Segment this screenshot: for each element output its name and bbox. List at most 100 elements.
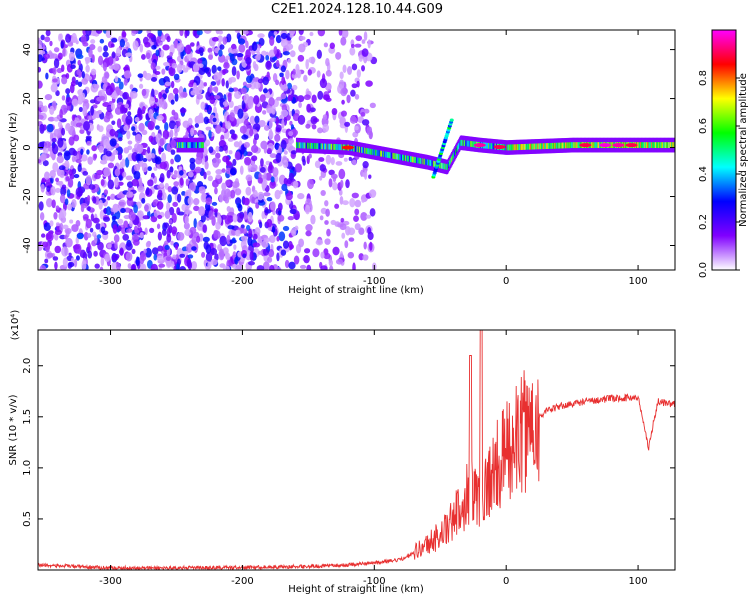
spectrogram-cell	[252, 61, 257, 69]
spectrogram-cell	[526, 143, 528, 150]
spectrogram-cell	[541, 143, 543, 150]
spectrogram-cell	[57, 121, 63, 128]
spectrogram-cell	[290, 150, 297, 155]
spectrogram-cell	[556, 142, 558, 149]
spectrogram-cell	[671, 142, 673, 149]
spectrogram-cell	[322, 114, 328, 120]
spectrogram-cell	[533, 143, 535, 150]
spectrogram-cell	[275, 152, 282, 163]
spectrogram-cell	[445, 163, 447, 170]
spectrogram-cell	[142, 215, 150, 220]
x-tick-label: 100	[629, 576, 648, 587]
spectrogram-cell	[270, 201, 276, 211]
spectrogram-cell	[170, 158, 174, 165]
spectrogram-cell	[311, 94, 317, 104]
spectrogram-cell	[228, 150, 233, 155]
spectrogram-cell	[123, 220, 129, 230]
spectrogram-cell	[44, 94, 53, 101]
spectrogram-cell	[158, 91, 163, 99]
spectrogram-cell	[243, 93, 250, 104]
spectrogram-cell	[198, 206, 206, 217]
spectrogram-cell	[196, 235, 201, 244]
spectrogram-cell	[579, 143, 592, 148]
spectrogram-cell	[314, 143, 317, 149]
spectrogram-cell	[148, 135, 154, 143]
y-tick-label: 0.5	[22, 511, 33, 527]
spectrogram-cell	[410, 156, 412, 163]
spectrogram-cell	[176, 42, 185, 53]
spectrogram-cell	[339, 71, 344, 80]
spectrogram-cell	[521, 144, 523, 150]
spectrogram-cell	[211, 216, 216, 226]
spectrogram-cell	[91, 145, 97, 152]
spectrogram-cell	[46, 252, 54, 258]
spectrogram-cell	[593, 142, 595, 149]
spectrogram-cell	[172, 87, 179, 95]
spectrogram-cell	[311, 142, 313, 149]
spectrogram-cell	[564, 142, 566, 149]
spectrogram-cell	[208, 210, 214, 220]
spectrogram-cell	[100, 257, 105, 267]
spectrogram-cell	[529, 143, 531, 150]
spectrogram-cell	[369, 241, 373, 251]
spectrogram-cell	[262, 248, 269, 256]
spectrogram-cell	[329, 143, 331, 150]
spectrogram-cell	[61, 76, 68, 85]
spectrogram-cell	[283, 150, 288, 155]
spectrogram-cell	[662, 142, 664, 149]
spectrogram-cell	[64, 227, 72, 235]
spectrogram-cell	[58, 169, 65, 178]
spectrogram-cell	[174, 243, 179, 250]
spectrogram-cell	[663, 142, 665, 149]
spectrogram-cell	[184, 228, 192, 237]
spectrogram-cell	[106, 206, 112, 216]
spectrogram-cell	[78, 106, 83, 112]
spectrogram-cell	[164, 81, 172, 87]
spectrogram-cell	[104, 253, 111, 262]
spectrogram-cell	[270, 176, 275, 183]
spectrogram-cell	[277, 202, 283, 212]
spectrogram-cell	[107, 56, 114, 66]
spectrogram-cell	[348, 237, 355, 242]
spectrogram-cell	[387, 152, 389, 158]
spectrogram-cell	[346, 66, 353, 75]
spectrogram-cell	[105, 131, 110, 141]
spectrogram-cell	[38, 141, 45, 150]
spectrogram-cell	[234, 30, 241, 33]
spectrogram-cell	[198, 67, 206, 75]
spectrogram-cell	[194, 123, 200, 128]
spectrogram-cell	[178, 142, 181, 149]
spectrogram-cell	[490, 143, 492, 150]
spectrogram-cell	[194, 142, 196, 149]
spectrogram-cell	[231, 237, 236, 243]
spectrogram-cell	[244, 156, 251, 166]
spectrogram-cell	[356, 69, 361, 78]
spectrogram-cell	[249, 250, 254, 262]
x-tick-label: -200	[231, 276, 254, 287]
spectrogram-cell	[141, 129, 148, 135]
spectrogram-cell	[95, 30, 103, 34]
spectrogram-cell	[156, 114, 164, 122]
spectrogram-cell	[567, 142, 569, 149]
spectrogram-cell	[131, 178, 139, 187]
spectrogram-cell	[381, 150, 383, 157]
spectrogram-cell	[205, 244, 212, 254]
spectrogram-cell	[38, 66, 42, 73]
spectrogram-cell	[97, 241, 104, 251]
spectrogram-cell	[200, 101, 206, 110]
spectrogram-cell	[134, 116, 140, 123]
spectrogram-cell	[281, 76, 286, 85]
spectrogram-cell	[337, 144, 339, 150]
spectrogram-cell	[318, 143, 320, 150]
spectrogram-cell	[69, 219, 74, 224]
spectrogram-cell	[546, 143, 548, 150]
spectrogram-cell	[328, 259, 334, 267]
spectrogram-cell	[398, 154, 401, 160]
spectrogram-cell	[440, 162, 442, 169]
spectrogram-cell	[236, 53, 244, 58]
spectrogram-cell	[265, 54, 270, 61]
spectrogram-cell	[310, 115, 318, 125]
spectrogram-cell	[432, 160, 434, 167]
spectrogram-cell	[647, 142, 649, 149]
spectrogram-cell	[446, 164, 448, 170]
